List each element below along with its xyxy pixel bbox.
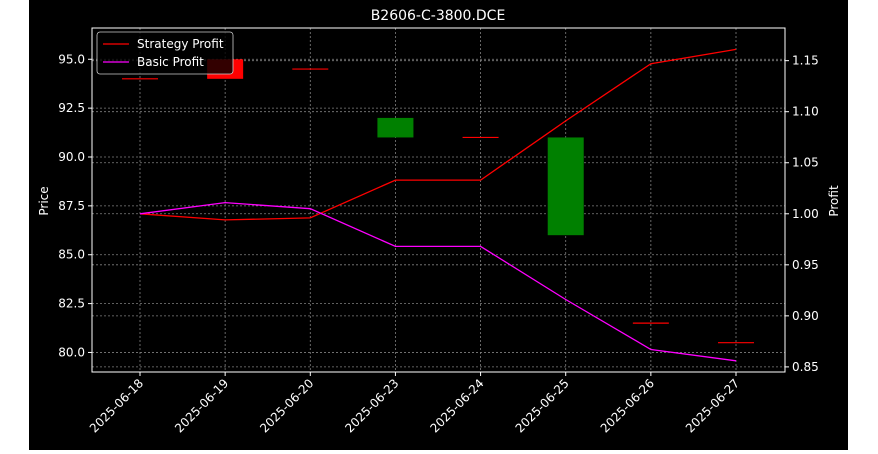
- y-left-tick-label: 82.5: [58, 297, 85, 311]
- y-right-tick-label: 0.90: [792, 309, 819, 323]
- plot-frame: [91, 27, 786, 373]
- y-left-tick-label: 90.0: [58, 150, 85, 164]
- series-line-basic-profit: [139, 201, 737, 362]
- y-left-tick-label: 87.5: [58, 199, 85, 213]
- figure-background: [29, 0, 848, 450]
- y-left-tick-label: 85.0: [58, 248, 85, 262]
- legend-label: Basic Profit: [137, 55, 204, 69]
- y-left-tick-label: 92.5: [58, 101, 85, 115]
- y-right-tick-label: 0.85: [792, 360, 819, 374]
- y-right-tick-label: 1.10: [792, 105, 819, 119]
- y-right-tick-label: 1.00: [792, 207, 819, 221]
- y-right-tick-label: 0.95: [792, 258, 819, 272]
- y-left-tick-label: 95.0: [58, 52, 85, 66]
- y-left-tick-label: 80.0: [58, 345, 85, 359]
- legend-box: [96, 31, 234, 75]
- chart-title: B2606-C-3800.DCE: [371, 8, 506, 24]
- series-line-strategy-profit: [139, 48, 737, 221]
- candle-up: [547, 137, 584, 236]
- y-axis-right-label: Profit: [827, 185, 841, 217]
- y-axis-left-label: Price: [37, 186, 51, 215]
- y-right-tick-label: 1.05: [792, 156, 819, 170]
- y-right-tick-label: 1.15: [792, 54, 819, 68]
- candle-up: [377, 117, 414, 138]
- legend-label: Strategy Profit: [137, 37, 224, 51]
